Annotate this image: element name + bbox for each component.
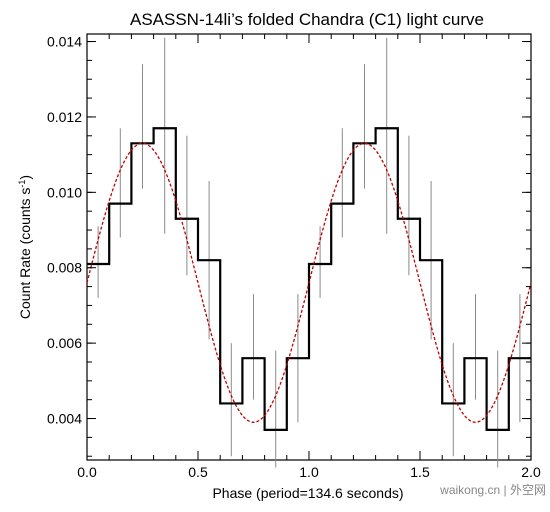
fit-line <box>86 142 532 423</box>
step-line <box>87 127 531 431</box>
y-tick-label: 0.010 <box>47 184 82 200</box>
axis-ticks <box>86 34 532 460</box>
fit-curve <box>86 142 532 423</box>
y-tick-label: 0.014 <box>47 34 82 50</box>
y-axis-label-superscript: -1 <box>17 180 27 188</box>
watermark: waikong.cn | 外空网 <box>439 483 546 497</box>
y-tick-label: 0.004 <box>47 411 82 427</box>
y-axis-label-main: Count Rate (counts s <box>17 188 33 320</box>
x-axis-label: Phase (period=134.6 seconds) <box>212 485 403 501</box>
x-tick-label: 2.0 <box>521 464 541 480</box>
x-tick-label: 0.0 <box>77 464 97 480</box>
x-tick-label: 0.5 <box>188 464 208 480</box>
step-series <box>87 127 531 431</box>
x-tick-label: 1.5 <box>410 464 430 480</box>
error-bars <box>97 37 521 468</box>
y-axis-label: Count Rate (counts s-1) <box>17 175 33 319</box>
y-tick-label: 0.008 <box>47 260 82 276</box>
x-tick-label: 1.0 <box>299 464 319 480</box>
y-tick-label: 0.012 <box>47 109 82 125</box>
y-tick-label: 0.006 <box>47 335 82 351</box>
tick-labels: 0.0 0.5 1.0 1.5 2.0 0.004 0.006 0.008 0.010 0.012… <box>47 34 541 480</box>
y-axis-label-close: ) <box>17 175 33 180</box>
chart-title: ASASSN-14li’s folded Chandra (C1) light … <box>130 10 484 29</box>
